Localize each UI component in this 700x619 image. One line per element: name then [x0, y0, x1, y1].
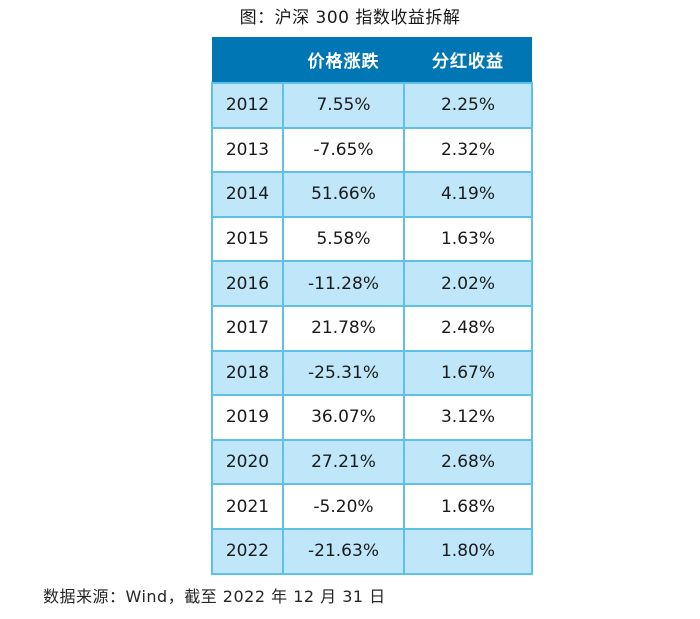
table-row: 2018 -25.31% 1.67%	[211, 349, 533, 397]
header-row: 价格涨跌 分红收益	[212, 37, 532, 83]
dividend-yield-cell: 1.80%	[403, 527, 533, 575]
price-change-cell: -11.28%	[282, 260, 405, 307]
table-row: 2016 -11.28% 2.02%	[211, 260, 533, 307]
dividend-yield-cell: 4.19%	[403, 171, 533, 218]
price-change-cell: 27.21%	[282, 438, 405, 486]
table-row: 2020 27.21% 2.68%	[211, 438, 533, 486]
year-cell: 2018	[211, 349, 284, 397]
year-cell: 2022	[211, 527, 284, 575]
table-row: 2012 7.55% 2.25%	[211, 82, 533, 129]
year-cell: 2020	[211, 438, 284, 486]
price-change-cell: -25.31%	[282, 349, 405, 397]
price-change-column-header: 价格涨跌	[283, 37, 404, 83]
table-row: 2022 -21.63% 1.80%	[211, 527, 533, 575]
table-row: 2021 -5.20% 1.68%	[211, 483, 533, 530]
dividend-yield-cell: 2.02%	[403, 260, 533, 307]
price-change-cell: 5.58%	[282, 215, 405, 263]
table-row: 2017 21.78% 2.48%	[211, 304, 533, 352]
table-row: 2019 36.07% 3.12%	[211, 394, 533, 441]
table-row: 2015 5.58% 1.63%	[211, 215, 533, 263]
price-change-cell: -7.65%	[282, 126, 405, 174]
year-cell: 2013	[211, 126, 284, 174]
price-change-cell: -21.63%	[282, 527, 405, 575]
dividend-yield-cell: 2.68%	[403, 438, 533, 486]
year-cell: 2021	[211, 483, 284, 530]
year-cell: 2015	[211, 215, 284, 263]
dividend-yield-cell: 3.12%	[403, 394, 533, 441]
data-source-note: 数据来源：Wind，截至 2022 年 12 月 31 日	[43, 587, 386, 606]
dividend-yield-cell: 1.63%	[403, 215, 533, 263]
year-cell: 2014	[211, 171, 284, 218]
year-column-header	[212, 37, 283, 83]
figure-title: 图：沪深 300 指数收益拆解	[239, 8, 461, 28]
year-cell: 2012	[211, 82, 284, 129]
dividend-yield-cell: 1.67%	[403, 349, 533, 397]
year-cell: 2016	[211, 260, 284, 307]
price-change-cell: 7.55%	[282, 82, 405, 129]
table-row: 2013 -7.65% 2.32%	[211, 126, 533, 174]
table-row: 2014 51.66% 4.19%	[211, 171, 533, 218]
dividend-yield-cell: 2.32%	[403, 126, 533, 174]
year-cell: 2017	[211, 304, 284, 352]
table-wrap: 价格涨跌 分红收益 2012 7.55% 2.25% 2013 -7.65% 2…	[211, 37, 533, 575]
return-decomposition-table: 价格涨跌 分红收益 2012 7.55% 2.25% 2013 -7.65% 2…	[211, 37, 533, 575]
dividend-yield-cell: 1.68%	[403, 483, 533, 530]
dividend-yield-cell: 2.48%	[403, 304, 533, 352]
price-change-cell: -5.20%	[282, 483, 405, 530]
dividend-yield-cell: 2.25%	[403, 82, 533, 129]
price-change-cell: 21.78%	[282, 304, 405, 352]
dividend-yield-column-header: 分红收益	[404, 37, 532, 83]
year-cell: 2019	[211, 394, 284, 441]
price-change-cell: 36.07%	[282, 394, 405, 441]
price-change-cell: 51.66%	[282, 171, 405, 218]
